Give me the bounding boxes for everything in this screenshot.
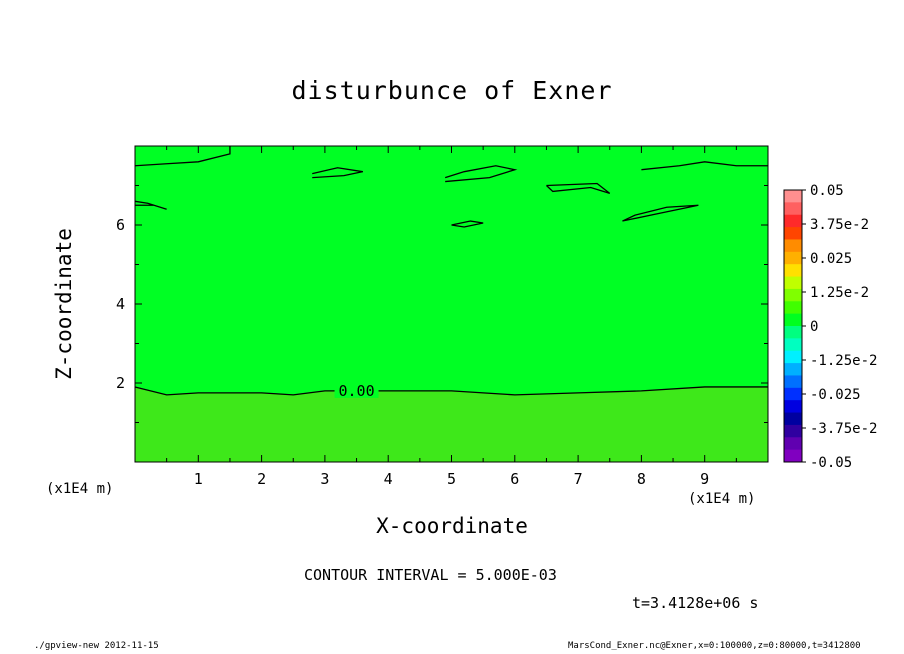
x-tick-label-5: 5 <box>447 470 456 488</box>
x-tick-label-8: 8 <box>637 470 646 488</box>
colorbar-label: -0.025 <box>810 387 861 403</box>
colorbar-label: 3.75e-2 <box>810 217 869 233</box>
x-axis-ticks: 1 2 3 4 5 6 7 8 9 <box>166 146 737 488</box>
colorbar-segment <box>784 424 802 438</box>
contour-interval-text: CONTOUR INTERVAL = 5.000E-03 <box>304 566 557 584</box>
footer-file-info: MarsCond_Exner.nc@Exner,x=0:100000,z=0:8… <box>568 641 861 651</box>
colorbar-label: 0 <box>810 319 818 335</box>
x-tick-label-9: 9 <box>700 470 709 488</box>
x-tick-label-1: 1 <box>194 470 203 488</box>
y-axis-ticks: 2 4 6 <box>116 185 768 423</box>
y-tick-label-6: 6 <box>116 216 125 234</box>
colorbar-segment <box>784 202 802 216</box>
zero-contour-line <box>134 386 768 396</box>
colorbar-segment <box>784 363 802 376</box>
time-label: t=3.4128e+06 s <box>632 594 759 612</box>
contour-line-layer <box>134 146 768 396</box>
colorbar-segment <box>784 190 802 203</box>
colorbar-segment <box>784 227 802 240</box>
contour-label-background <box>334 381 379 398</box>
colorbar-segment <box>784 387 802 401</box>
colorbar: 0.05 3.75e-2 0.025 1.25e-2 0 -1.25e-2 -0.025 -3… <box>783 183 877 471</box>
y-tick-label-2: 2 <box>116 374 125 392</box>
colorbar-segment <box>784 375 802 389</box>
upper-contour-line-2 <box>134 200 167 210</box>
upper-contour-line-1 <box>134 146 231 167</box>
colorbar-label: -3.75e-2 <box>810 421 877 437</box>
colorbar-label: 0.025 <box>810 251 852 267</box>
x-tick-label-3: 3 <box>320 470 329 488</box>
y-axis-label: Z-coordinate <box>52 228 76 380</box>
colorbar-label: -1.25e-2 <box>810 353 877 369</box>
upper-contour-line-3 <box>312 167 364 179</box>
colorbar-segment <box>784 449 802 463</box>
contour-label-layer: 0.00 <box>334 381 379 400</box>
x-tick-label-2: 2 <box>257 470 266 488</box>
footer-program-info: ./gpview-new 2012-11-15 <box>34 641 159 651</box>
upper-contour-line-5 <box>546 182 611 195</box>
y-tick-label-4: 4 <box>116 295 125 313</box>
upper-contour-line-4 <box>444 165 518 183</box>
colorbar-segment <box>784 400 802 414</box>
colorbar-segment <box>784 437 802 451</box>
chart-title: disturbunce of Exner <box>291 76 613 105</box>
x-axis-label: X-coordinate <box>376 514 528 538</box>
colorbar-label: 0.05 <box>810 183 844 199</box>
colorbar-segment <box>784 288 802 302</box>
upper-contour-line-8 <box>641 161 768 171</box>
x-tick-label-4: 4 <box>384 470 393 488</box>
colorbar-label: -0.05 <box>810 455 852 471</box>
contour-label: 0.00 <box>338 382 374 400</box>
colorbar-segment <box>784 350 802 364</box>
colorbar-segment <box>784 313 802 327</box>
lower-fill-region <box>135 386 768 462</box>
y-unit-label: (x1E4 m) <box>46 481 114 497</box>
contour-fill-layer <box>135 146 768 462</box>
colorbar-segment <box>784 251 802 265</box>
upper-contour-line-6 <box>622 204 699 222</box>
colorbar-segment <box>784 326 802 339</box>
colorbar-segment <box>784 264 802 278</box>
colorbar-label: 1.25e-2 <box>810 285 869 301</box>
colorbar-segment <box>784 338 802 352</box>
upper-contour-line-7 <box>451 220 484 228</box>
colorbar-segment <box>784 301 802 315</box>
colorbar-segment <box>784 214 802 228</box>
x-tick-label-6: 6 <box>510 470 519 488</box>
x-unit-label: (x1E4 m) <box>688 491 756 507</box>
colorbar-segment <box>784 412 802 426</box>
colorbar-segment <box>784 239 802 253</box>
colorbar-segment <box>784 276 802 290</box>
x-tick-label-7: 7 <box>574 470 583 488</box>
